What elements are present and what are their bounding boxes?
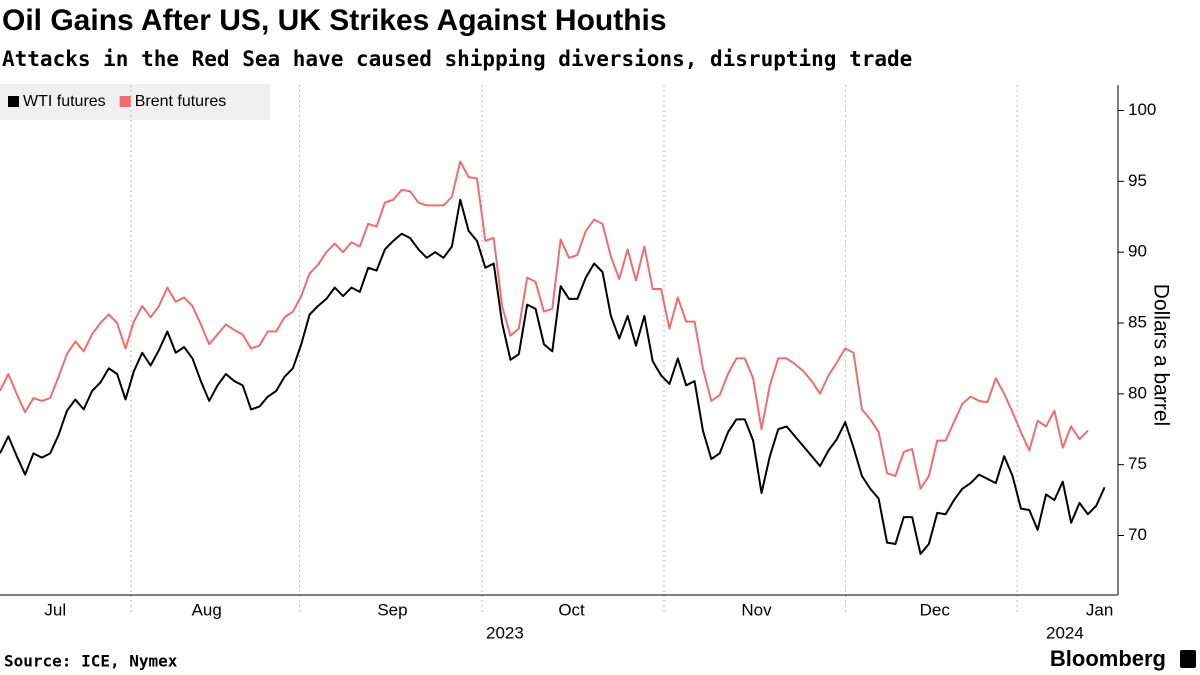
y-tick-label: 95 xyxy=(1128,171,1147,190)
y-tick-label: 80 xyxy=(1128,383,1147,402)
x-tick-label: Jul xyxy=(44,600,66,619)
brand-icon xyxy=(1180,650,1196,668)
chart-subtitle: Attacks in the Red Sea have caused shipp… xyxy=(2,47,912,71)
y-tick-label: 75 xyxy=(1128,454,1147,473)
source: Source: ICE, Nymex xyxy=(4,652,178,671)
legend-label: WTI futures xyxy=(23,93,106,110)
x-tick-label: Dec xyxy=(920,600,951,619)
legend-label: Brent futures xyxy=(135,93,227,110)
y-tick-label: 70 xyxy=(1128,525,1147,544)
legend-swatch xyxy=(119,96,131,107)
y-tick-label: 90 xyxy=(1128,242,1147,261)
legend-swatch xyxy=(8,96,19,107)
chart-title: Oil Gains After US, UK Strikes Against H… xyxy=(2,4,667,37)
year-label: 2023 xyxy=(486,623,524,642)
x-tick-label: Aug xyxy=(192,600,222,619)
x-tick-label: Oct xyxy=(558,600,585,619)
year-label: 2024 xyxy=(1046,623,1084,642)
y-tick-label: 85 xyxy=(1128,312,1147,331)
legend-box xyxy=(0,84,270,120)
y-tick-label: 100 xyxy=(1128,100,1156,119)
line xyxy=(0,198,1106,555)
line xyxy=(0,160,1089,490)
x-tick-label: Jan xyxy=(1086,600,1113,619)
x-tick-label: Nov xyxy=(741,600,772,619)
x-tick-label: Sep xyxy=(377,600,407,619)
y-axis-label: Dollars a barrel xyxy=(1149,284,1172,426)
brand: Bloomberg xyxy=(1050,646,1166,671)
